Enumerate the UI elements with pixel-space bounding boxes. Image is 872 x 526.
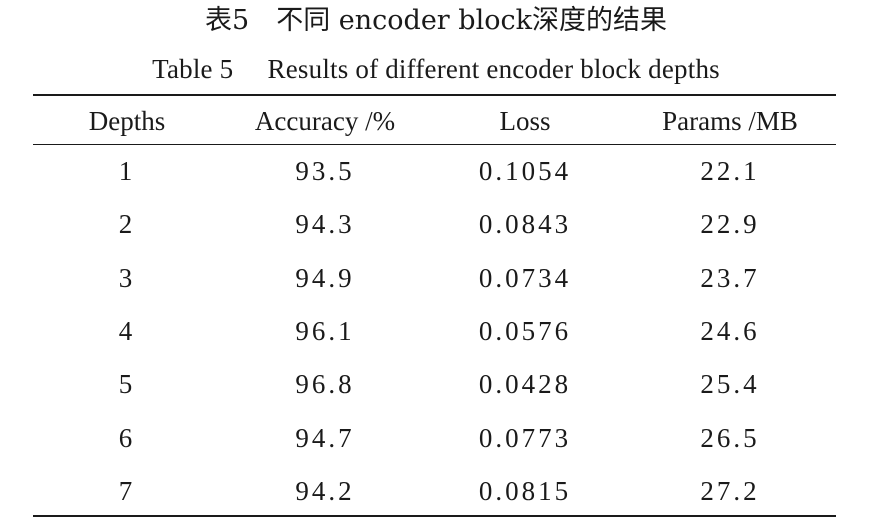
- table-caption-english: Table 5 Results of different encoder blo…: [152, 54, 720, 84]
- cell-depth: 6: [118, 423, 136, 453]
- cell-depth: 4: [118, 316, 136, 346]
- cell-depth: 3: [118, 263, 136, 293]
- cell-depth: 7: [118, 476, 136, 506]
- table-bottom-rule: [33, 515, 836, 517]
- cell-loss: 0.0773: [478, 423, 572, 453]
- cell-params: 22.9: [700, 209, 760, 239]
- header-accuracy: Accuracy /%: [254, 106, 396, 136]
- cell-params: 23.7: [700, 263, 760, 293]
- table-row: 4 96.1 0.0576 24.6: [0, 311, 872, 351]
- cell-params: 25.4: [700, 369, 760, 399]
- cell-accuracy: 94.7: [295, 423, 355, 453]
- table-header-rule: [33, 144, 836, 145]
- header-loss: Loss: [499, 106, 551, 136]
- cell-depth: 2: [118, 209, 136, 239]
- cell-accuracy: 94.3: [295, 209, 355, 239]
- header-depths: Depths: [88, 106, 166, 136]
- cell-params: 24.6: [700, 316, 760, 346]
- table-top-rule: [33, 94, 836, 96]
- cell-loss: 0.0576: [478, 316, 572, 346]
- cell-accuracy: 96.1: [295, 316, 355, 346]
- table-row: 2 94.3 0.0843 22.9: [0, 204, 872, 244]
- cell-depth: 5: [118, 369, 136, 399]
- header-params: Params /MB: [662, 106, 798, 136]
- table-header-row: Depths Accuracy /% Loss Params /MB: [0, 101, 872, 141]
- cell-depth: 1: [118, 156, 136, 186]
- cell-loss: 0.0428: [478, 369, 572, 399]
- table-row: 7 94.2 0.0815 27.2: [0, 471, 872, 511]
- cell-loss: 0.1054: [478, 156, 572, 186]
- cell-accuracy: 93.5: [295, 156, 355, 186]
- table-row: 6 94.7 0.0773 26.5: [0, 418, 872, 458]
- cell-params: 27.2: [700, 476, 760, 506]
- cell-accuracy: 94.9: [295, 263, 355, 293]
- table-row: 3 94.9 0.0734 23.7: [0, 258, 872, 298]
- cell-loss: 0.0843: [478, 209, 572, 239]
- cell-loss: 0.0815: [478, 476, 572, 506]
- table-caption-chinese: 表5 不同 encoder block深度的结果: [205, 5, 667, 36]
- table-row: 5 96.8 0.0428 25.4: [0, 364, 872, 404]
- cell-params: 22.1: [700, 156, 760, 186]
- cell-accuracy: 94.2: [295, 476, 355, 506]
- cell-accuracy: 96.8: [295, 369, 355, 399]
- cell-params: 26.5: [700, 423, 760, 453]
- cell-loss: 0.0734: [478, 263, 572, 293]
- table-row: 1 93.5 0.1054 22.1: [0, 151, 872, 191]
